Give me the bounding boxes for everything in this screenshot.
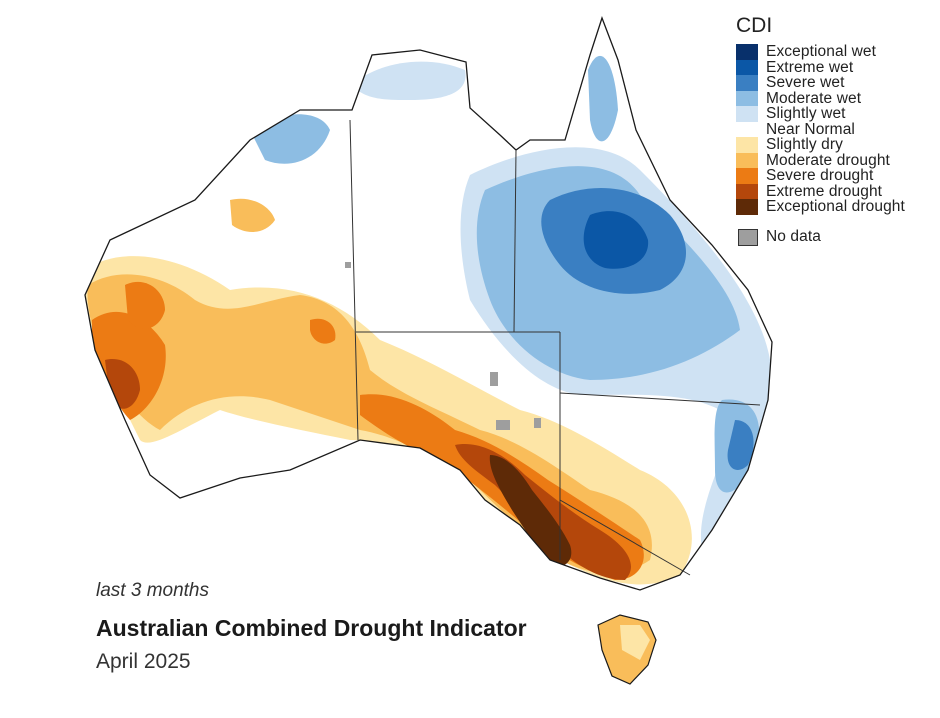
legend-swatch <box>736 59 758 75</box>
legend-item: Slightly dry <box>736 137 936 153</box>
legend-item: Extreme wet <box>736 58 936 76</box>
legend-label: Extreme drought <box>766 182 883 200</box>
map-title: Australian Combined Drought Indicator <box>96 615 527 641</box>
legend-item: Near Normal <box>736 120 936 138</box>
legend-item: Exceptional wet <box>736 44 936 60</box>
legend-item: Severe wet <box>736 75 936 91</box>
exceptional-drought-region <box>489 455 572 567</box>
wa-border <box>349 119 359 441</box>
nsw-vic-border <box>559 499 691 576</box>
legend-swatch <box>736 137 758 153</box>
slightly-wet-cape <box>588 55 618 142</box>
severe-drought-inland <box>125 281 165 329</box>
legend-item: Moderate wet <box>736 89 936 107</box>
legend-item: Extreme drought <box>736 182 936 200</box>
severe-wet-east-coast <box>727 420 754 470</box>
legend-swatch <box>736 44 758 60</box>
no-data-patch <box>345 262 351 268</box>
legend-item: Slightly wet <box>736 106 936 122</box>
legend-no-data: No data <box>736 228 936 246</box>
qld-nt-border <box>513 149 517 333</box>
legend-label: Moderate wet <box>766 89 862 107</box>
legend-label: Exceptional drought <box>766 198 905 215</box>
no-data-patch <box>534 418 541 428</box>
legend-swatch <box>736 152 758 168</box>
legend-scale: Exceptional wet Extreme wet Severe wet Mode… <box>736 44 936 215</box>
legend-swatch <box>736 90 758 106</box>
legend-label: Slightly wet <box>766 105 846 122</box>
severe-drought-central <box>310 318 336 344</box>
cdi-legend: CDI Exceptional wet Extreme wet Severe wet… <box>736 14 936 246</box>
no-data-swatch <box>738 228 758 246</box>
cdi-field <box>85 55 771 585</box>
legend-title: CDI <box>736 14 773 37</box>
legend-label: Severe drought <box>766 167 874 184</box>
legend-label: Exceptional wet <box>766 43 877 60</box>
map-period: April 2025 <box>96 650 191 673</box>
legend-item: Moderate drought <box>736 151 936 169</box>
legend-label: Extreme wet <box>766 58 854 76</box>
extreme-wet-core <box>583 211 649 269</box>
legend-label: Slightly dry <box>766 136 844 153</box>
legend-label: Near Normal <box>766 120 855 138</box>
legend-item: Severe drought <box>736 168 936 184</box>
state-borders <box>349 119 761 576</box>
legend-item: Exceptional drought <box>736 199 936 215</box>
no-data-patch <box>496 420 510 430</box>
mainland-coastline <box>84 16 773 591</box>
legend-swatch <box>736 106 758 122</box>
tasmania-east <box>620 625 650 660</box>
legend-swatch <box>736 168 758 184</box>
no-data-label: No data <box>766 228 821 246</box>
legend-label: Severe wet <box>766 74 845 91</box>
legend-swatch <box>736 121 758 137</box>
legend-label: Moderate drought <box>766 151 890 169</box>
no-data-patch <box>490 372 498 386</box>
legend-swatch <box>736 183 758 199</box>
map-subtitle: last 3 months <box>96 580 209 601</box>
qld-nsw-border <box>559 392 761 406</box>
slightly-wet-north <box>352 61 466 100</box>
legend-swatch <box>736 199 758 215</box>
legend-swatch <box>736 75 758 91</box>
moderate-drought-central-west <box>230 198 275 232</box>
